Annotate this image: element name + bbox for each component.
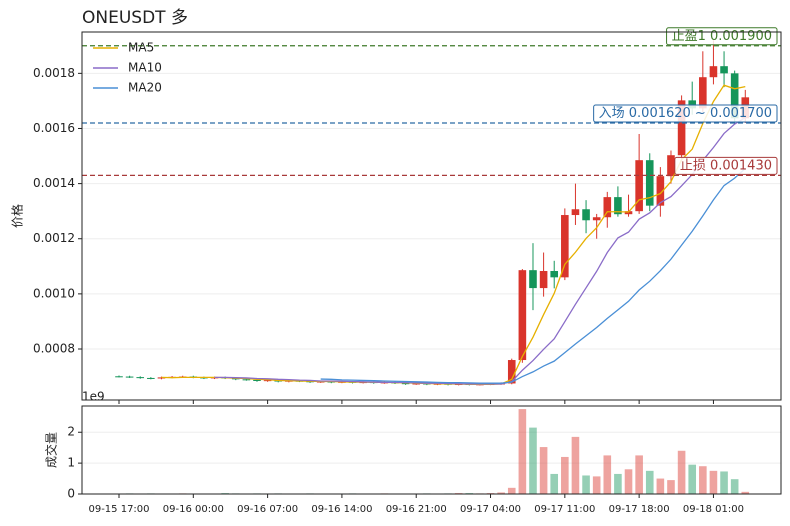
y-tick-label: 2 (67, 425, 75, 439)
x-tick-label: 09-16 00:00 (163, 504, 224, 515)
volume-frame (81, 405, 782, 495)
volume-bar (592, 476, 601, 494)
candle-body (709, 66, 718, 78)
volume-bar (603, 455, 612, 494)
y-tick-label: 0.0016 (33, 121, 75, 135)
level-label-box (674, 156, 778, 175)
candle-body (730, 73, 739, 119)
candle-body (136, 377, 145, 379)
volume-bar (677, 450, 686, 494)
candle-body (667, 155, 675, 177)
y-tick-label: 0.0018 (33, 66, 75, 80)
volume-bar (518, 409, 527, 494)
x-tick-label: 09-16 07:00 (237, 504, 298, 515)
volume-bar (582, 475, 590, 494)
volume-offset-label: 1e9 (82, 390, 105, 404)
candle-body (677, 100, 686, 156)
candle-body (561, 215, 569, 278)
candle-body (645, 160, 654, 206)
ma-line (214, 117, 746, 385)
volume-bar (624, 469, 633, 494)
volume-bar (571, 436, 580, 494)
candle-body (147, 377, 155, 379)
volume-bar (656, 478, 665, 494)
volume-bar (614, 473, 622, 494)
legend-label: MA10 (128, 61, 162, 75)
candle-body (253, 379, 261, 381)
x-tick-label: 09-15 17:00 (88, 504, 149, 515)
candle-body (401, 383, 410, 385)
volume-bar (550, 473, 559, 494)
chart-title: ONEUSDT 多 (82, 8, 188, 28)
volume-bar (635, 455, 643, 494)
y-tick-label: 0.0008 (33, 342, 75, 356)
y-tick-label: 1 (67, 456, 75, 470)
candle-body (699, 77, 707, 109)
candle-body (412, 383, 421, 385)
y-tick-label: 0.0010 (33, 286, 75, 300)
volume-bar (699, 466, 707, 494)
plot-frame (81, 31, 782, 401)
candle-body (603, 197, 612, 218)
x-tick-label: 09-18 01:00 (683, 504, 744, 515)
candle-body (624, 211, 633, 215)
legend-label: MA20 (128, 81, 162, 95)
candle-body (550, 270, 559, 278)
x-tick-label: 09-17 11:00 (534, 504, 595, 515)
volume-bar (561, 456, 569, 494)
volume-bar (688, 464, 697, 494)
candle-body (507, 360, 516, 384)
y-axis-label: 价格 (10, 204, 25, 228)
volume-bar (529, 427, 537, 494)
level-label: 入场 0.001620 ~ 0.001700 (599, 106, 772, 121)
y-tick-label: 0.0014 (33, 176, 75, 190)
ma-line (320, 167, 746, 384)
y-tick-label: 0 (67, 487, 75, 501)
volume-bar (730, 479, 739, 494)
candle-body (115, 376, 123, 378)
ma-line (161, 84, 746, 385)
candle-body (125, 376, 134, 378)
candle-body (242, 379, 251, 381)
candle-body (635, 160, 643, 212)
candle-body (656, 176, 665, 206)
level-label-box (593, 104, 778, 123)
volume-bar (645, 470, 654, 494)
x-tick-label: 09-16 14:00 (311, 504, 372, 515)
candle-body (539, 270, 548, 289)
candle-body (518, 270, 527, 361)
candle-body (592, 217, 601, 221)
level-label: 止损 0.001430 (680, 158, 772, 173)
x-tick-label: 09-17 04:00 (460, 504, 521, 515)
volume-bar (497, 492, 505, 494)
volume-axis-label: 成交量 (44, 432, 59, 468)
volume-bar (720, 471, 728, 494)
y-tick-label: 0.0012 (33, 231, 75, 245)
level-label: 止盈1 0.001900 (672, 29, 772, 44)
candle-body (582, 209, 590, 221)
candle-body (720, 66, 728, 74)
x-tick-label: 09-17 18:00 (609, 504, 670, 515)
x-tick-label: 09-16 21:00 (386, 504, 447, 515)
volume-bar (507, 487, 516, 494)
volume-bar (709, 470, 718, 494)
candle-body (614, 197, 622, 215)
candle-body (263, 380, 272, 382)
volume-bar (741, 491, 750, 494)
volume-bar (667, 480, 675, 494)
candle-body (571, 209, 580, 216)
legend-label: MA5 (128, 41, 154, 55)
volume-bar (539, 447, 548, 494)
candle-body (529, 270, 537, 289)
candle-body (688, 100, 697, 109)
